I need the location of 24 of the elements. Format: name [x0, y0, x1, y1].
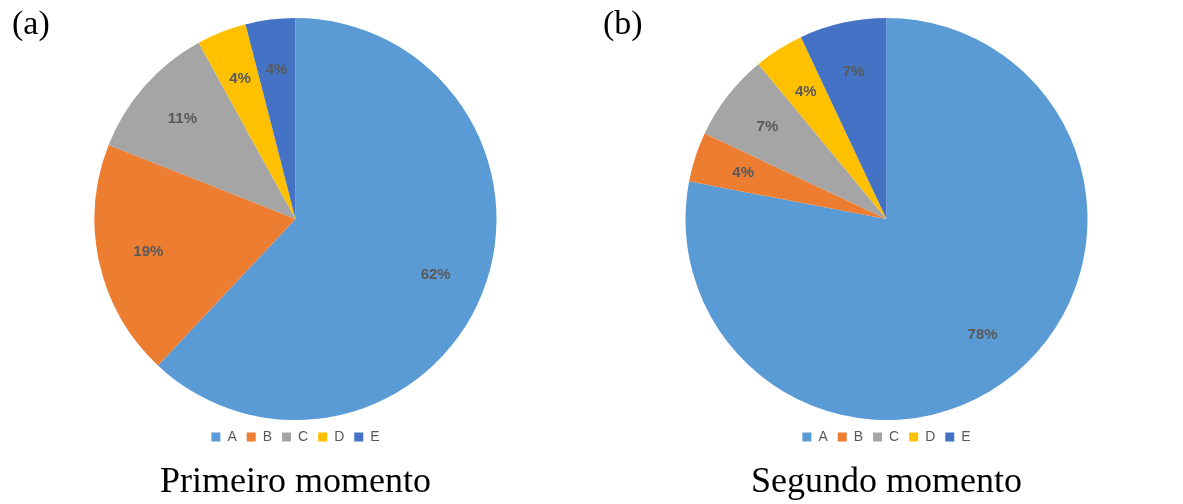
data-label: 7%: [842, 62, 865, 80]
legend-label: A: [818, 427, 829, 444]
data-label: 62%: [420, 264, 451, 282]
legend-label: E: [370, 427, 380, 444]
data-label: 7%: [756, 116, 779, 134]
legend-label: B: [853, 427, 864, 444]
legend-label: C: [298, 427, 309, 444]
legend-label: E: [961, 427, 971, 444]
chart-title: (a): [12, 4, 50, 42]
legend-label: B: [262, 427, 273, 444]
data-label: 19%: [133, 242, 164, 260]
data-label: 4%: [794, 81, 817, 99]
data-label: 4%: [265, 59, 288, 77]
legend-label: D: [925, 427, 936, 444]
data-label: 4%: [732, 162, 754, 180]
text: Segundo momento: [750, 459, 1023, 502]
legend-label: A: [227, 427, 238, 444]
text: Primeiro momento: [159, 459, 432, 502]
data-label: 4%: [229, 68, 251, 86]
data-label: 11%: [167, 109, 198, 127]
legend-label: D: [334, 427, 345, 444]
legend-label: C: [889, 427, 900, 444]
chart-title: (b): [603, 4, 643, 42]
data-label: 78%: [967, 325, 998, 343]
